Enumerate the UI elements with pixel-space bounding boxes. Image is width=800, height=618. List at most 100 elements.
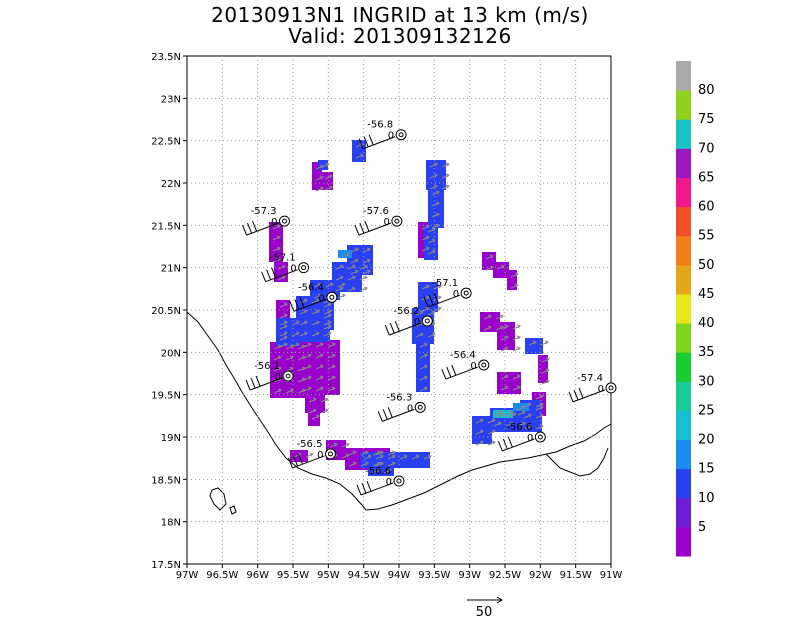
station-value-label: 0 [598, 384, 604, 395]
station-marker: -56.60 [497, 422, 546, 452]
station-marker: -56.10 [245, 361, 294, 391]
latitude-tick-label: 19.5N [151, 391, 181, 402]
colorbar-segment [676, 497, 691, 528]
station-temperature-label: -56.3 [386, 392, 412, 403]
station-value-label: 0 [318, 293, 324, 304]
latitude-tick-label: 22N [161, 179, 181, 190]
colorbar-segment [676, 526, 691, 557]
reference-vector: 50 [467, 596, 503, 618]
colorbar-label: 5 [698, 520, 706, 535]
station-marker: -57.10 [423, 278, 472, 308]
station-marker: -56.50 [287, 439, 336, 469]
longitude-tick-label: 96W [246, 570, 269, 581]
colorbar-segment [676, 323, 691, 353]
station-value-label: 0 [290, 264, 296, 275]
colorbar: 5 10 15 20 25 30 35 40 45 50 55 60 65 70 75 80 [676, 61, 715, 557]
longitude-tick-label: 92.5W [489, 570, 521, 581]
station-temperature-label: -56.8 [367, 120, 393, 131]
colorbar-label: 20 [698, 433, 715, 448]
latitude-tick-label: 22.5N [151, 137, 181, 148]
colorbar-segment [676, 61, 691, 91]
longitude-tick-label: 92W [529, 570, 552, 581]
station-temperature-label: -56.5 [297, 439, 323, 450]
station-value-label: 0 [407, 403, 413, 414]
station-marker: -56.20 [384, 306, 433, 336]
colorbar-label: 45 [698, 287, 715, 302]
longitude-tick-label: 93W [458, 570, 481, 581]
colorbar-label: 25 [698, 403, 715, 418]
station-value-label: 0 [271, 217, 277, 228]
colorbar-segment [676, 468, 691, 499]
valid-time: Valid: 201309132126 [288, 24, 512, 48]
station-value-label: 0 [386, 477, 392, 488]
latitude-tick-label: 23N [161, 94, 181, 105]
station-temperature-label: -57.3 [251, 206, 277, 217]
colorbar-label: 70 [698, 141, 715, 156]
station-marker: -57.30 [242, 206, 291, 236]
colorbar-label: 55 [698, 229, 715, 244]
station-marker: -57.40 [568, 373, 617, 403]
station-temperature-label: -56.6 [506, 422, 532, 433]
colorbar-segment [676, 293, 691, 324]
colorbar-label: 15 [698, 462, 715, 477]
longitude-tick-label: 97W [176, 570, 199, 581]
colorbar-segment [676, 177, 691, 208]
colorbar-segment [676, 148, 691, 178]
longitude-tick-label: 91W [600, 570, 623, 581]
station-temperature-label: -57.4 [577, 373, 603, 384]
coastline [186, 311, 612, 515]
station-value-label: 0 [414, 317, 420, 328]
colorbar-segment [676, 206, 691, 237]
colorbar-segment [676, 119, 691, 149]
latitude-tick-label: 20N [161, 348, 181, 359]
colorbar-label: 30 [698, 374, 715, 389]
longitude-tick-label: 95W [317, 570, 340, 581]
longitude-tick-label: 95.5W [277, 570, 309, 581]
latitude-tick-label: 21.5N [151, 221, 181, 232]
colorbar-label: 40 [698, 316, 715, 331]
station-marker: -56.60 [356, 466, 405, 496]
map-title: 20130913N1 INGRID at 13 km (m/s) [211, 3, 589, 27]
longitude-tick-label: 94W [388, 570, 411, 581]
latitude-tick-label: 17.5N [151, 560, 181, 571]
station-marker: -56.30 [377, 392, 426, 422]
station-marker: -56.80 [358, 120, 407, 150]
colorbar-segment [676, 381, 691, 411]
colorbar-label: 75 [698, 112, 715, 127]
colorbar-label: 60 [698, 200, 715, 215]
latitude-tick-label: 18N [161, 518, 181, 529]
station-value-label: 0 [527, 433, 533, 444]
colorbar-segment [676, 439, 691, 470]
longitude-tick-label: 94.5W [348, 570, 380, 581]
station-value-label: 0 [470, 361, 476, 372]
station-marker: -57.10 [261, 253, 310, 283]
colorbar-segment [676, 264, 691, 295]
colorbar-label: 10 [698, 491, 715, 506]
station-temperature-label: -56.4 [450, 350, 476, 361]
longitude-tick-label: 93.5W [418, 570, 450, 581]
colorbar-segment [676, 235, 691, 266]
station-marker: -56.40 [289, 282, 338, 312]
station-marker: -56.40 [441, 350, 490, 380]
longitude-tick-label: 91.5W [560, 570, 592, 581]
latitude-tick-label: 23.5N [151, 52, 181, 63]
station-temperature-label: -56.1 [254, 361, 280, 372]
colorbar-segment [676, 352, 691, 382]
latitude-tick-label: 21N [161, 264, 181, 275]
station-markers: -56.80-57.30-57.60-57.10-56.40-57.10-56.… [242, 120, 617, 496]
colorbar-segment [676, 90, 691, 120]
longitude-tick-label: 96.5W [206, 570, 238, 581]
station-temperature-label: -56.4 [298, 282, 324, 293]
colorbar-label: 50 [698, 258, 715, 273]
station-temperature-label: -57.6 [363, 206, 389, 217]
colorbar-label: 65 [698, 170, 715, 185]
colorbar-label: 35 [698, 345, 715, 360]
latitude-tick-label: 20.5N [151, 306, 181, 317]
station-value-label: 0 [453, 289, 459, 300]
station-temperature-label: -57.1 [432, 278, 458, 289]
station-value-label: 0 [384, 217, 390, 228]
station-value-label: 0 [317, 450, 323, 461]
latitude-tick-label: 19N [161, 433, 181, 444]
latitude-tick-label: 18.5N [151, 475, 181, 486]
